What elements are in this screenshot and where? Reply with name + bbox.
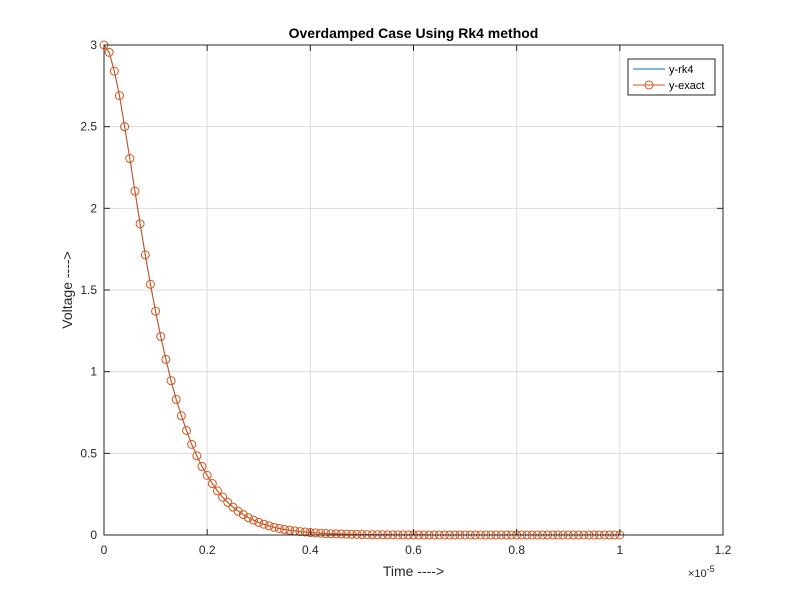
data-point-y-exact (171, 394, 181, 404)
x-tick-label: 0.6 (405, 543, 422, 557)
data-point-y-exact (280, 524, 290, 534)
data-point-y-exact (187, 439, 197, 449)
data-point-y-exact (300, 527, 310, 537)
data-point-y-exact (259, 519, 269, 529)
x-tick-label: 0.2 (199, 543, 216, 557)
x-tick-label: 0.8 (508, 543, 525, 557)
x-exponent-power: -5 (707, 564, 715, 574)
x-tick-label: 0.4 (302, 543, 319, 557)
data-point-y-exact (305, 528, 315, 538)
data-point-y-exact (238, 510, 248, 520)
tick-labels: 0 0.2 0.4 0.6 0.8 1 1.2 0 0.5 1 1.5 2 2.5 3 (80, 38, 731, 557)
data-point-y-exact (114, 91, 124, 101)
legend-box (627, 58, 716, 96)
data-point-y-exact (176, 411, 186, 421)
y-tick-label: 1 (90, 365, 97, 379)
y-tick-label: 1.5 (80, 283, 97, 297)
data-point-y-exact (140, 250, 150, 260)
legend-label-y-exact: y-exact (669, 80, 704, 92)
y-axis-label: Voltage ----> (59, 251, 75, 328)
data-point-y-exact (135, 219, 145, 229)
data-point-y-exact (218, 492, 228, 502)
x-tick-label: 0 (101, 543, 108, 557)
data-point-y-exact (347, 529, 357, 539)
data-point-y-exact (326, 529, 336, 539)
data-point-y-exact (269, 522, 279, 532)
ticks (103, 44, 724, 536)
x-exponent-base: ×10 (688, 568, 707, 580)
data-point-y-exact (130, 186, 140, 196)
data-point-y-exact (197, 461, 207, 471)
data-point-y-exact (316, 528, 326, 538)
data-point-y-exact (161, 354, 171, 364)
data-point-y-exact (207, 479, 217, 489)
data-point-y-exact (243, 513, 253, 523)
data-point-y-exact (285, 525, 295, 535)
data-point-y-exact (295, 527, 305, 537)
legend: y-rk4 y-exact (627, 58, 716, 96)
data-point-y-exact (341, 529, 351, 539)
data-point-y-exact (212, 486, 222, 496)
data-point-y-exact (109, 66, 119, 76)
data-point-y-exact (156, 332, 166, 342)
legend-marker-y-exact (644, 80, 654, 90)
data-point-y-exact (125, 154, 135, 164)
x-tick-label: 1.2 (715, 543, 732, 557)
y-tick-label: 2.5 (80, 120, 97, 134)
data-point-y-exact (192, 451, 202, 461)
legend-label-y-rk4: y-rk4 (669, 64, 693, 76)
x-axis-label: Time ----> (383, 563, 444, 579)
data-point-y-exact (274, 523, 284, 533)
data-point-y-exact (352, 529, 362, 539)
x-exponent-label: ×10-5 (688, 564, 715, 580)
data-point-y-exact (145, 279, 155, 289)
data-point-y-exact (182, 425, 192, 435)
data-point-y-exact (336, 529, 346, 539)
data-point-y-exact (104, 47, 114, 57)
data-point-y-exact (321, 529, 331, 539)
y-tick-label: 0.5 (80, 446, 97, 460)
chart-title: Overdamped Case Using Rk4 method (289, 25, 539, 41)
data-point-y-exact (254, 517, 264, 527)
y-tick-label: 3 (90, 38, 97, 52)
data-point-y-exact (202, 470, 212, 480)
y-tick-label: 2 (90, 201, 97, 215)
data-point-y-exact (151, 306, 161, 316)
data-point-y-exact (223, 497, 233, 507)
x-tick-label: 1 (616, 543, 623, 557)
data-point-y-exact (166, 376, 176, 386)
data-point-y-exact (310, 528, 320, 538)
data-point-y-exact (264, 521, 274, 531)
data-point-y-exact (249, 515, 259, 525)
y-tick-label: 0 (90, 528, 97, 542)
data-point-y-exact (120, 122, 130, 132)
data-point-y-exact (331, 529, 341, 539)
